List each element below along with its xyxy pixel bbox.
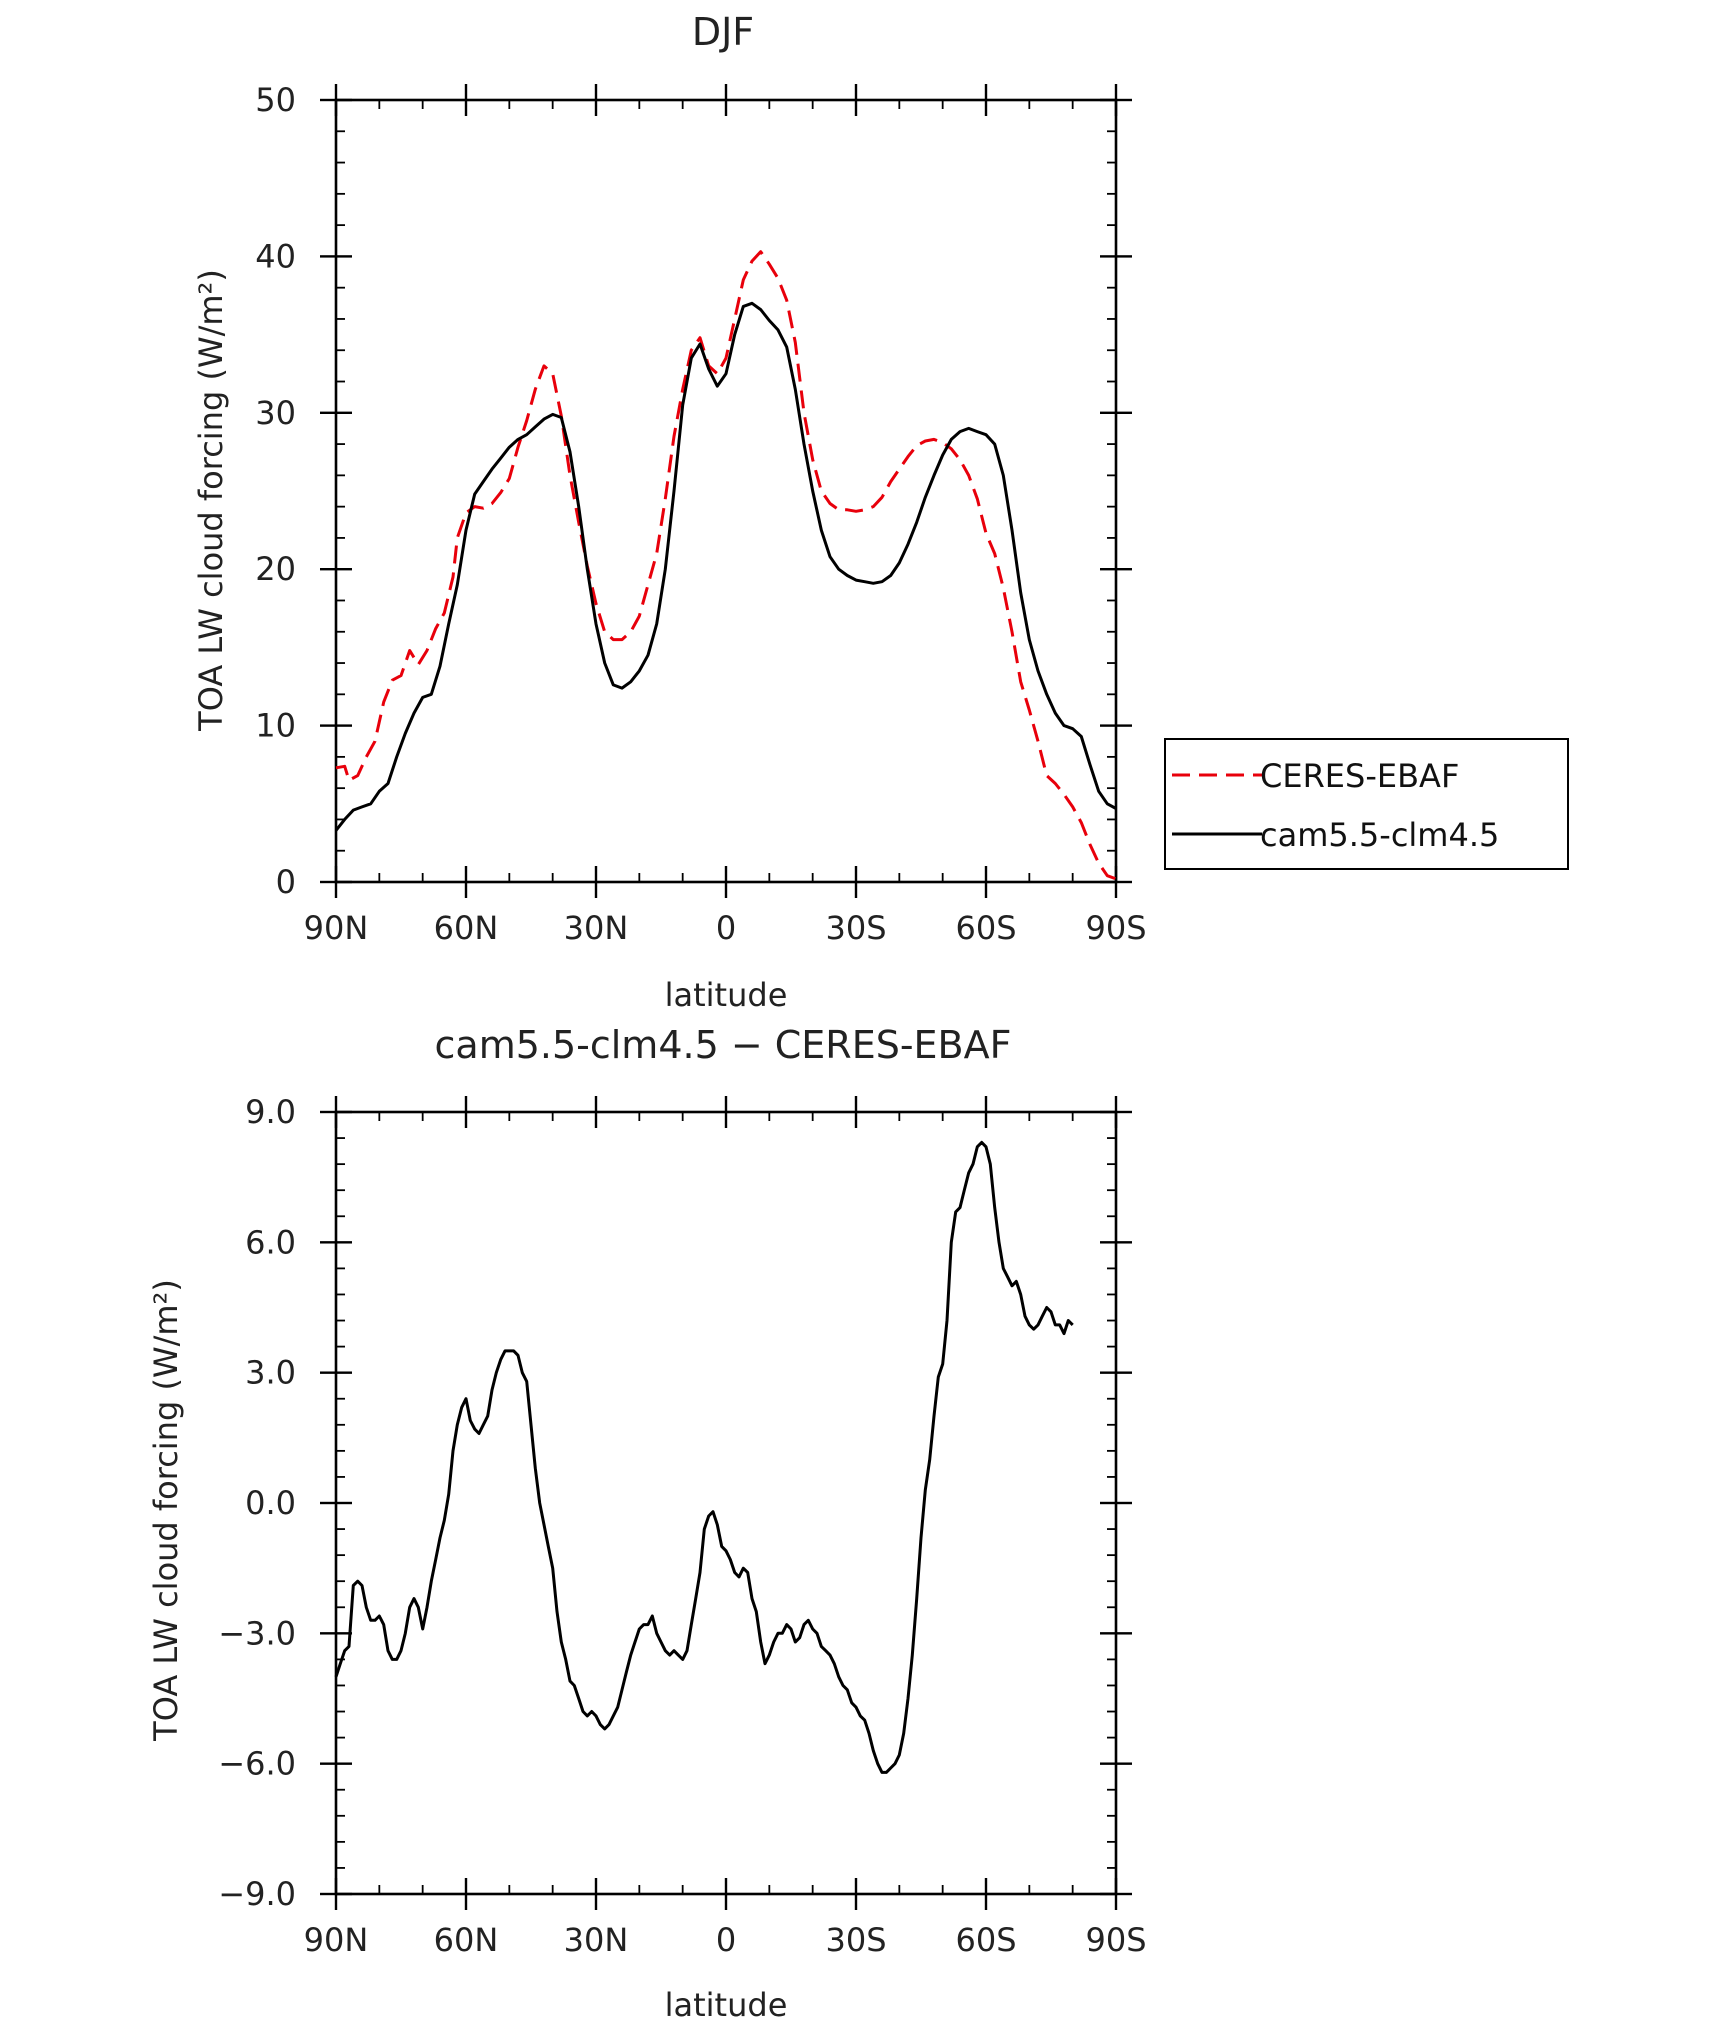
panel-1: DJF 0 10 20 30 40 50 90N 60N 30N 0 30S 60S 90S lati… xyxy=(192,10,1569,1014)
legend-label-cam55-clm45: cam5.5-clm4.5 xyxy=(1260,816,1499,854)
x-tick-label: 30N xyxy=(564,909,629,947)
panel-1-y-axis: 0 10 20 30 40 50 xyxy=(255,81,1132,901)
x-tick-label: 60S xyxy=(955,1921,1016,1959)
panel-2-y-axis-label: TOA LW cloud forcing (W/m²) xyxy=(147,1279,185,1742)
legend-box xyxy=(1164,738,1569,870)
y-tick-label: −9.0 xyxy=(218,1875,296,1913)
legend-label-ceres-ebaf: CERES-EBAF xyxy=(1260,757,1459,795)
panel-2: cam5.5-clm4.5 − CERES-EBAF −9.0 −6.0 −3.0 0… xyxy=(147,1023,1147,2021)
y-tick-label: 20 xyxy=(255,550,296,588)
panel-1-plot-frame xyxy=(334,98,1118,884)
panel-2-series xyxy=(334,1140,1074,1774)
series-line-p2-difference xyxy=(334,1140,1074,1774)
y-tick-label: 9.0 xyxy=(245,1093,296,1131)
panel-1-title: DJF xyxy=(692,10,754,54)
panel-1-x-axis-label: latitude xyxy=(665,976,788,1014)
x-tick-label: 60S xyxy=(955,909,1016,947)
y-tick-label: 40 xyxy=(255,237,296,275)
series-line-ceres-ebaf xyxy=(335,250,1117,881)
x-tick-label: 30N xyxy=(564,1921,629,1959)
x-tick-label: 90N xyxy=(304,909,369,947)
panel-1-y-axis-label: TOA LW cloud forcing (W/m²) xyxy=(192,269,230,732)
x-tick-label: 90N xyxy=(304,1921,369,1959)
y-tick-label: 3.0 xyxy=(245,1354,296,1392)
panel-1-legend: CERES-EBAF cam5.5-clm4.5 xyxy=(1164,738,1569,870)
y-tick-label: 0 xyxy=(276,863,296,901)
x-tick-label: 0 xyxy=(716,1921,736,1959)
panel-2-x-axis: 90N 60N 30N 0 30S 60S 90S xyxy=(304,1096,1147,1959)
panel-2-title: cam5.5-clm4.5 − CERES-EBAF xyxy=(435,1023,1012,1067)
x-tick-label: 60N xyxy=(434,909,499,947)
panel-2-x-axis-label: latitude xyxy=(665,1986,788,2021)
series-line-cam5-5-clm4-5 xyxy=(334,301,1117,832)
y-tick-label: 10 xyxy=(255,707,296,745)
y-tick-label: 6.0 xyxy=(245,1223,296,1261)
x-tick-label: 0 xyxy=(716,909,736,947)
y-tick-label: −3.0 xyxy=(218,1614,296,1652)
y-tick-label: 50 xyxy=(255,81,296,119)
panel-1-x-axis: 90N 60N 30N 0 30S 60S 90S xyxy=(304,84,1147,947)
x-tick-label: 90S xyxy=(1085,909,1146,947)
x-tick-label: 30S xyxy=(825,909,886,947)
panel-2-plot-frame xyxy=(334,1110,1118,1896)
y-tick-label: 30 xyxy=(255,394,296,432)
x-tick-label: 60N xyxy=(434,1921,499,1959)
x-tick-label: 30S xyxy=(825,1921,886,1959)
panel-2-y-axis: −9.0 −6.0 −3.0 0.0 3.0 6.0 9.0 xyxy=(218,1093,1132,1913)
x-tick-label: 90S xyxy=(1085,1921,1146,1959)
y-tick-label: −6.0 xyxy=(218,1745,296,1783)
y-tick-label: 0.0 xyxy=(245,1484,296,1522)
panel-1-series xyxy=(334,250,1117,881)
